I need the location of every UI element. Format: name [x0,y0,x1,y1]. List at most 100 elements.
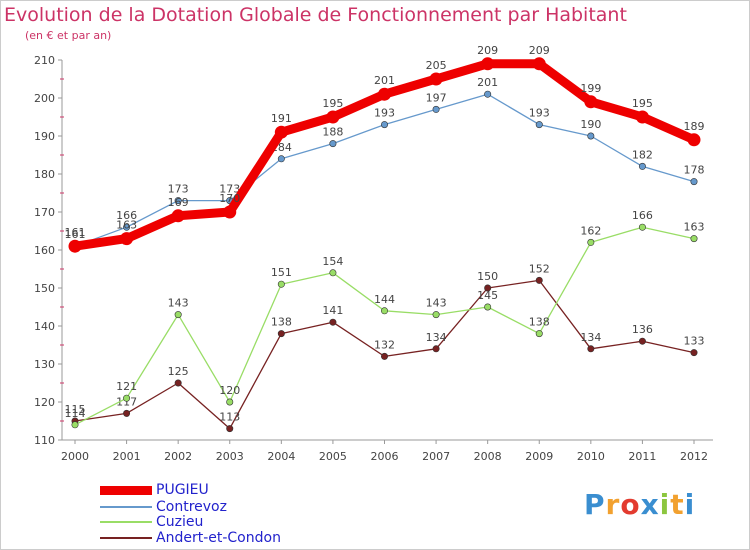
y-tick-label: 210 [34,54,55,67]
data-label: 166 [116,209,137,222]
data-point [274,125,288,139]
data-point [329,269,337,277]
data-label: 134 [426,331,447,344]
x-tick-label: 2004 [267,450,295,463]
data-point [635,110,649,124]
data-point [429,72,443,86]
data-point [71,421,79,429]
logo-letter: i [684,488,696,521]
data-label: 143 [168,297,189,310]
data-point [690,235,698,243]
data-label: 133 [684,335,705,348]
legend-label-contrevoz: Contrevoz [156,499,227,515]
data-label: 166 [632,209,653,222]
data-label: 163 [684,221,705,234]
legend-item-contrevoz: Contrevoz [100,499,360,517]
data-point [329,318,337,326]
x-tick-label: 2001 [113,450,141,463]
data-point [123,223,131,231]
data-point [690,349,698,357]
data-point [380,352,388,360]
data-point [638,162,646,170]
data-point [277,330,285,338]
legend-swatch-andert [100,537,152,539]
data-point [484,284,492,292]
logo-letter: x [640,488,660,521]
data-label: 145 [477,289,498,302]
data-label: 201 [477,76,498,89]
data-label: 138 [529,316,550,329]
data-point [123,394,131,402]
data-point [484,303,492,311]
y-tick-label: 160 [34,244,55,257]
data-point [432,105,440,113]
data-point [277,280,285,288]
legend-label-pugieu: PUGIEU [156,482,209,498]
data-label: 191 [271,112,292,125]
y-tick-label: 150 [34,282,55,295]
data-point [174,197,182,205]
data-label: 190 [580,118,601,131]
data-point [326,110,340,124]
data-point [223,205,237,219]
data-label: 120 [219,384,240,397]
data-label: 144 [374,293,395,306]
data-label: 193 [529,107,550,120]
data-label: 199 [580,82,601,95]
data-point [484,90,492,98]
data-label: 173 [168,183,189,196]
data-label: 201 [374,74,395,87]
y-tick-label: 180 [34,168,55,181]
data-label: 163 [116,219,137,232]
y-tick-label: 170 [34,206,55,219]
data-label: 195 [632,97,653,110]
data-label: 178 [684,164,705,177]
chart-title: Evolution de la Dotation Globale de Fonc… [4,4,627,26]
data-label: 193 [374,107,395,120]
logo-letter: r [605,488,621,521]
x-tick-label: 2009 [525,450,553,463]
proxiti-logo: Proxiti [584,488,695,521]
chart-subtitle: (en € et par an) [25,29,112,42]
x-tick-label: 2005 [319,450,347,463]
data-label: 115 [65,403,86,416]
y-tick-label: 110 [34,434,55,447]
data-point [687,133,701,147]
data-label: 152 [529,262,550,275]
data-label: 151 [271,266,292,279]
data-label: 195 [322,97,343,110]
data-point [380,307,388,315]
legend-swatch-pugieu [100,486,152,495]
data-point [123,409,131,417]
data-label: 170 [219,192,240,205]
data-label: 136 [632,323,653,336]
data-point [587,238,595,246]
data-label: 169 [168,196,189,209]
data-label: 197 [426,91,447,104]
data-point [174,379,182,387]
data-point [532,57,546,71]
legend-item-pugieu: PUGIEU [100,482,360,500]
data-label: 209 [529,44,550,57]
data-label: 161 [65,228,86,241]
data-point [535,276,543,284]
data-label: 134 [580,331,601,344]
data-point [481,57,495,71]
x-tick-label: 2007 [422,450,450,463]
data-label: 141 [322,304,343,317]
x-tick-label: 2010 [577,450,605,463]
data-point [171,209,185,223]
data-label: 114 [65,407,86,420]
y-tick-label: 140 [34,320,55,333]
data-label: 209 [477,44,498,57]
x-tick-label: 2008 [474,450,502,463]
data-point [535,330,543,338]
logo-letter: o [620,488,641,521]
data-point [638,223,646,231]
x-tick-label: 2011 [628,450,656,463]
data-point [226,398,234,406]
y-tick-label: 200 [34,92,55,105]
legend-item-cuzieu: Cuzieu [100,514,360,532]
logo-letter: i [659,488,671,521]
